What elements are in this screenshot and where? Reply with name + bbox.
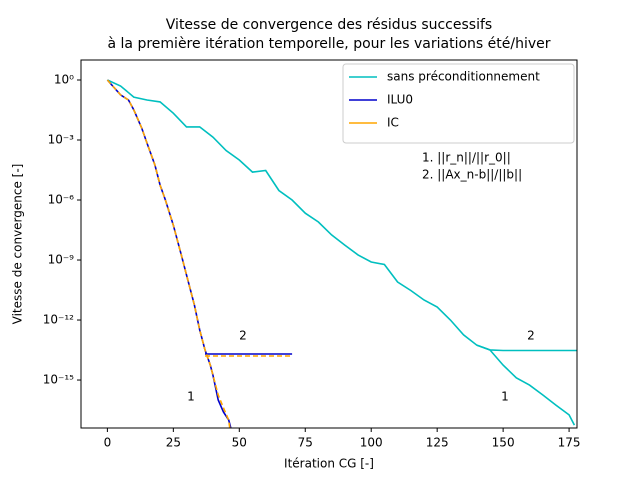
annotation: 1 <box>187 390 195 404</box>
plot-area <box>106 79 577 428</box>
y-tick-label: 10⁻⁹ <box>48 253 75 267</box>
x-axis-label: Itération CG [-] <box>284 457 374 471</box>
legend-label: sans préconditionnement <box>387 70 540 84</box>
y-tick-label: 10⁻⁶ <box>48 193 75 207</box>
legend-label: IC <box>387 116 399 130</box>
y-tick-label: 10⁰ <box>54 73 74 87</box>
y-axis-label: Vitesse de convergence [-] <box>11 164 25 325</box>
x-tick-label: 175 <box>558 436 581 450</box>
x-tick-label: 0 <box>104 436 112 450</box>
y-tick-label: 10⁻³ <box>48 133 75 147</box>
x-tick-label: 125 <box>426 436 449 450</box>
x-tick-label: 50 <box>232 436 247 450</box>
legend-box <box>342 63 575 144</box>
series-line <box>106 79 232 428</box>
y-tick-label: 10⁻¹⁵ <box>43 373 74 387</box>
annotation: 2 <box>239 329 247 343</box>
y-tick-label: 10⁻¹² <box>43 313 74 327</box>
chart-title: Vitesse de convergence des résidus succe… <box>166 17 492 33</box>
legend-label: ILU0 <box>387 93 413 107</box>
annotation: 2 <box>527 329 535 343</box>
annotation: 1. ||r_n||/||r_0|| <box>422 151 511 165</box>
chart-subtitle: à la première itération temporelle, pour… <box>108 36 551 52</box>
series-line <box>107 79 576 426</box>
series-line <box>476 344 577 352</box>
x-tick-label: 100 <box>360 436 383 450</box>
x-tick-label: 75 <box>298 436 313 450</box>
series-line <box>106 79 231 428</box>
x-tick-label: 25 <box>166 436 181 450</box>
annotation: 2. ||Ax_n-b||/||b|| <box>422 168 522 182</box>
axes-frame <box>80 59 578 429</box>
x-tick-label: 150 <box>492 436 515 450</box>
annotation: 1 <box>501 390 509 404</box>
